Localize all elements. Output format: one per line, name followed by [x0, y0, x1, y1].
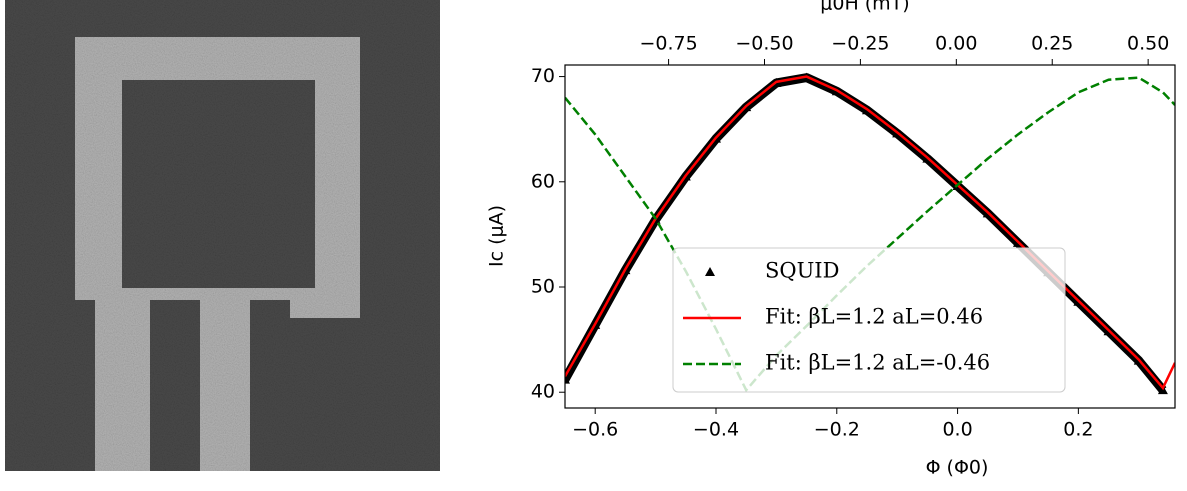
x2-axis-label: μ0H (mT): [820, 0, 909, 15]
legend-label: SQUID: [765, 259, 839, 283]
legend-label: Fit: βL=1.2 aL=0.46: [765, 305, 983, 329]
x2-tick-label: 0.25: [1031, 33, 1073, 55]
y-tick-label: 40: [531, 381, 555, 403]
y-tick-label: 60: [531, 170, 555, 192]
x-tick-label: 0.0: [942, 419, 972, 441]
axes-frame: [564, 64, 1176, 409]
x2-tick-label: −0.50: [735, 33, 793, 55]
x-tick-label: −0.6: [572, 419, 618, 441]
y-tick-label: 50: [531, 276, 555, 298]
x-tick-label: −0.2: [814, 419, 860, 441]
x2-tick-label: −0.25: [831, 33, 889, 55]
x-axis-label: Φ (Φ0): [926, 457, 989, 479]
legend-marker: [705, 267, 715, 276]
fit-line: [565, 75, 1175, 391]
x2-tick-label: 0.00: [935, 33, 977, 55]
x2-tick-label: 0.50: [1127, 33, 1169, 55]
legend-label: Fit: βL=1.2 aL=-0.46: [765, 351, 990, 375]
y-tick-label: 70: [531, 65, 555, 87]
legend-box: [672, 247, 1066, 393]
data-point: [565, 374, 570, 384]
x2-tick-label: −0.75: [639, 33, 697, 55]
y-axis-label: Ic (μA): [486, 205, 508, 267]
legend: SQUID Fit: βL=1.2 aL=0.46 Fit: βL=1.2 aL…: [672, 247, 1066, 393]
x-tick-label: −0.4: [693, 419, 739, 441]
sem-image: [5, 0, 440, 471]
x-tick-label: 0.2: [1063, 419, 1093, 441]
